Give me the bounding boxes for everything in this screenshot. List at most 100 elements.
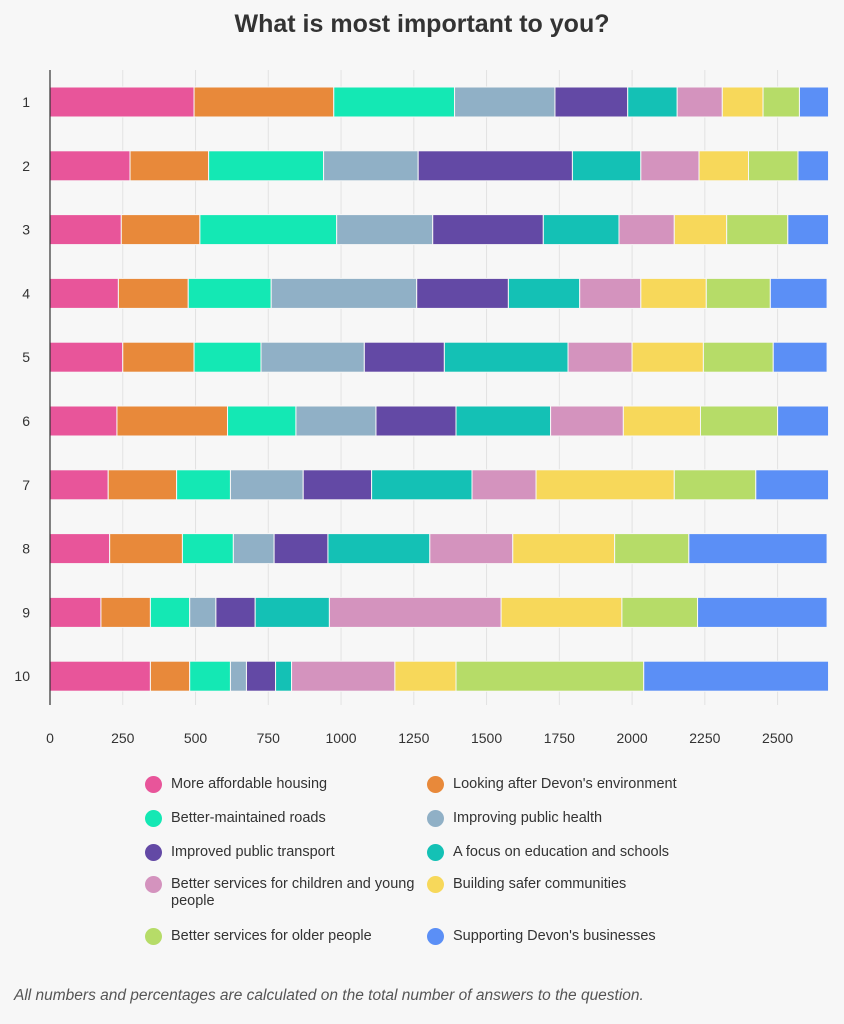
bar-segment bbox=[327, 533, 431, 565]
bar-segment bbox=[120, 214, 201, 246]
bar-segment bbox=[117, 277, 189, 309]
bar-segment bbox=[100, 596, 151, 628]
bar-segment bbox=[787, 214, 830, 246]
bar-segment bbox=[507, 277, 581, 309]
bar-segment bbox=[535, 469, 675, 501]
legend-swatch bbox=[145, 810, 162, 827]
bars bbox=[49, 86, 830, 692]
bar-segment bbox=[336, 214, 434, 246]
x-tick-label: 500 bbox=[184, 730, 208, 746]
bar-segment bbox=[176, 469, 231, 501]
y-tick-label: 9 bbox=[22, 604, 30, 620]
bar-segment bbox=[622, 405, 701, 437]
bar-segment bbox=[676, 86, 723, 118]
bar-segment bbox=[455, 405, 552, 437]
bar-segment bbox=[295, 405, 377, 437]
bar-segment bbox=[455, 660, 645, 692]
bar-segment bbox=[471, 469, 537, 501]
bar-segment bbox=[270, 277, 418, 309]
x-tick-label: 2500 bbox=[762, 730, 793, 746]
bar-segment bbox=[193, 86, 335, 118]
legend-swatch bbox=[427, 776, 444, 793]
bar-segment bbox=[116, 405, 229, 437]
x-tick-label: 1250 bbox=[398, 730, 429, 746]
bar-segment bbox=[798, 86, 830, 118]
legend-label: Improving public health bbox=[453, 810, 603, 826]
bar-segment bbox=[49, 214, 122, 246]
bar-segment bbox=[443, 341, 569, 373]
x-tick-label: 750 bbox=[257, 730, 281, 746]
legend-swatch bbox=[427, 844, 444, 861]
bar-segment bbox=[688, 533, 828, 565]
bar-segment bbox=[49, 150, 131, 182]
legend-swatch bbox=[427, 876, 444, 893]
legend-item: Building safer communities bbox=[427, 876, 697, 893]
bar-segment bbox=[417, 150, 573, 182]
legend-swatch bbox=[145, 928, 162, 945]
legend-label: Improved public transport bbox=[171, 844, 335, 860]
bar-segment bbox=[748, 150, 799, 182]
bar-segment bbox=[454, 86, 556, 118]
bar-segment bbox=[579, 277, 642, 309]
bar-segment bbox=[275, 660, 293, 692]
bar-segment bbox=[49, 341, 124, 373]
legend-item: Improved public transport bbox=[145, 844, 415, 861]
bar-segment bbox=[726, 214, 789, 246]
bar-segment bbox=[640, 150, 700, 182]
bar-segment bbox=[777, 405, 830, 437]
bar-segment bbox=[618, 214, 675, 246]
y-tick-label: 3 bbox=[22, 222, 30, 238]
bar-segment bbox=[699, 405, 779, 437]
bar-segment bbox=[245, 660, 277, 692]
legend-item: Better-maintained roads bbox=[145, 810, 415, 827]
y-tick-label: 4 bbox=[22, 285, 30, 301]
y-tick-label: 7 bbox=[22, 477, 30, 493]
y-tick-label: 1 bbox=[22, 94, 30, 110]
bar-segment bbox=[189, 596, 217, 628]
bar-segment bbox=[107, 469, 178, 501]
legend-item: Supporting Devon's businesses bbox=[427, 928, 697, 945]
legend-item: Improving public health bbox=[427, 810, 697, 827]
bar-segment bbox=[208, 150, 325, 182]
bar-segment bbox=[542, 214, 620, 246]
legend-label: More affordable housing bbox=[171, 776, 328, 792]
bar-segment bbox=[567, 341, 633, 373]
bar-segment bbox=[199, 214, 338, 246]
legend-item: A focus on education and schools bbox=[427, 844, 697, 861]
bar-segment bbox=[721, 86, 764, 118]
bar-segment bbox=[181, 533, 234, 565]
bar-segment bbox=[49, 596, 102, 628]
y-tick-label: 10 bbox=[14, 668, 30, 684]
legend-swatch bbox=[145, 776, 162, 793]
axes: 0 250 500 750 1000 1250 1500 1750 2000 2250 2500 1 2… bbox=[14, 70, 793, 746]
legend-item: Better services for children and young p… bbox=[145, 876, 415, 910]
bar-segment bbox=[129, 150, 210, 182]
bar-segment bbox=[291, 660, 396, 692]
bar-segment bbox=[762, 86, 800, 118]
bar-segment bbox=[432, 214, 544, 246]
bar-segment bbox=[215, 596, 256, 628]
bar-segment bbox=[49, 533, 111, 565]
bar-segment bbox=[512, 533, 616, 565]
bar-segment bbox=[571, 150, 642, 182]
x-tick-label: 0 bbox=[46, 730, 54, 746]
bar-segment bbox=[772, 341, 828, 373]
y-tick-label: 5 bbox=[22, 349, 30, 365]
bar-segment bbox=[631, 341, 704, 373]
bar-segment bbox=[371, 469, 473, 501]
bar-segment bbox=[323, 150, 419, 182]
bar-segment bbox=[273, 533, 329, 565]
legend-swatch bbox=[427, 810, 444, 827]
bar-segment bbox=[769, 277, 828, 309]
bar-segment bbox=[702, 341, 774, 373]
bar-segment bbox=[149, 660, 191, 692]
bar-segment bbox=[550, 405, 624, 437]
legend-label: Better services for older people bbox=[171, 928, 372, 944]
bar-segment bbox=[149, 596, 191, 628]
bar-segment bbox=[643, 660, 830, 692]
bar-segment bbox=[554, 86, 629, 118]
bar-segment bbox=[189, 660, 231, 692]
bar-segment bbox=[797, 150, 830, 182]
x-tick-label: 250 bbox=[111, 730, 135, 746]
x-tick-label: 1750 bbox=[544, 730, 575, 746]
